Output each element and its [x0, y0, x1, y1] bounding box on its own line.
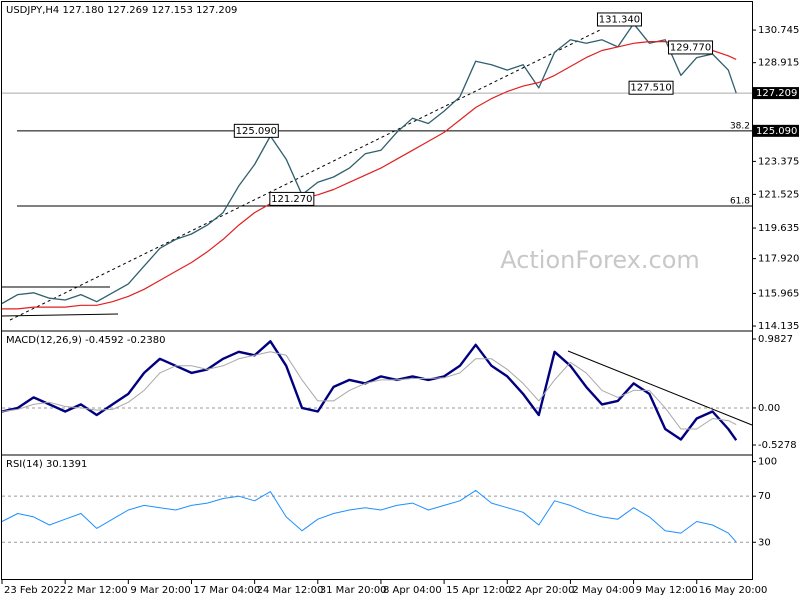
annotation-label: 127.510	[630, 83, 671, 94]
range-line	[1, 313, 119, 317]
y-tick-label: 128.915	[758, 58, 799, 69]
annotation-box	[233, 123, 279, 138]
y-tick-label: -0.5278	[758, 440, 797, 451]
series-line	[1, 489, 737, 543]
annotation-label: 125.090	[236, 126, 277, 137]
y-tick-label: 121.525	[758, 189, 799, 200]
y-tick-label: 100	[758, 457, 777, 468]
price-label-box	[753, 124, 799, 137]
y-tick-label: 70	[758, 491, 771, 502]
x-tick-label: 8 Apr 04:00	[383, 585, 442, 596]
price-label-box	[753, 87, 799, 100]
x-tick-label: 24 Mar 12:00	[257, 585, 324, 596]
chart-title: USDJPY,H4 127.180 127.269 127.153 127.20…	[6, 5, 237, 16]
price-label: 125.090	[756, 126, 797, 137]
annotation-box	[596, 12, 642, 27]
price-label: 127.209	[756, 88, 797, 99]
annotation-label: 131.340	[599, 14, 640, 25]
macd-title: MACD(12,26,9) -0.4592 -0.2380	[6, 335, 166, 346]
x-tick-label: 17 Mar 04:00	[193, 585, 260, 596]
annotation-box	[269, 191, 315, 206]
x-tick-label: 2 May 04:00	[572, 585, 634, 596]
y-tick-label: 115.965	[758, 288, 799, 299]
watermark: ActionForex.com	[500, 246, 700, 274]
frame	[1, 1, 753, 580]
y-tick-label: 114.135	[758, 321, 799, 332]
y-tick-label: 30	[758, 537, 771, 548]
y-tick-label: 130.745	[758, 25, 799, 36]
x-tick-label: 9 Mar 20:00	[130, 585, 190, 596]
fib-label: 38.2	[730, 121, 750, 131]
annotation-box	[668, 40, 714, 55]
annotation-box	[628, 80, 674, 95]
x-tick-label: 2 Mar 12:00	[67, 585, 127, 596]
trend-line	[9, 29, 601, 321]
series-line	[1, 340, 738, 441]
series-line	[2, 41, 737, 310]
fib-label: 61.8	[730, 197, 750, 207]
y-tick-label: 119.635	[758, 223, 799, 234]
y-tick-label: 117.920	[758, 254, 799, 265]
series-line	[1, 351, 737, 430]
x-tick-label: 22 Apr 20:00	[509, 585, 574, 596]
annotation-label: 129.770	[670, 42, 711, 53]
x-tick-label: 9 May 12:00	[636, 585, 698, 596]
rsi-title: RSI(14) 30.1391	[6, 459, 87, 470]
x-tick-label: 31 Mar 20:00	[320, 585, 387, 596]
y-tick-label: 0.9827	[758, 334, 793, 345]
y-tick-label: 0.00	[758, 403, 780, 414]
macd-trend-line	[567, 350, 753, 426]
x-tick-label: 23 Feb 2022	[4, 585, 66, 596]
y-tick-label: 123.375	[758, 156, 799, 167]
x-tick-label: 15 Apr 12:00	[446, 585, 511, 596]
x-tick-label: 16 May 20:00	[699, 585, 768, 596]
series-line	[1, 23, 737, 305]
annotation-label: 121.270	[271, 194, 312, 205]
